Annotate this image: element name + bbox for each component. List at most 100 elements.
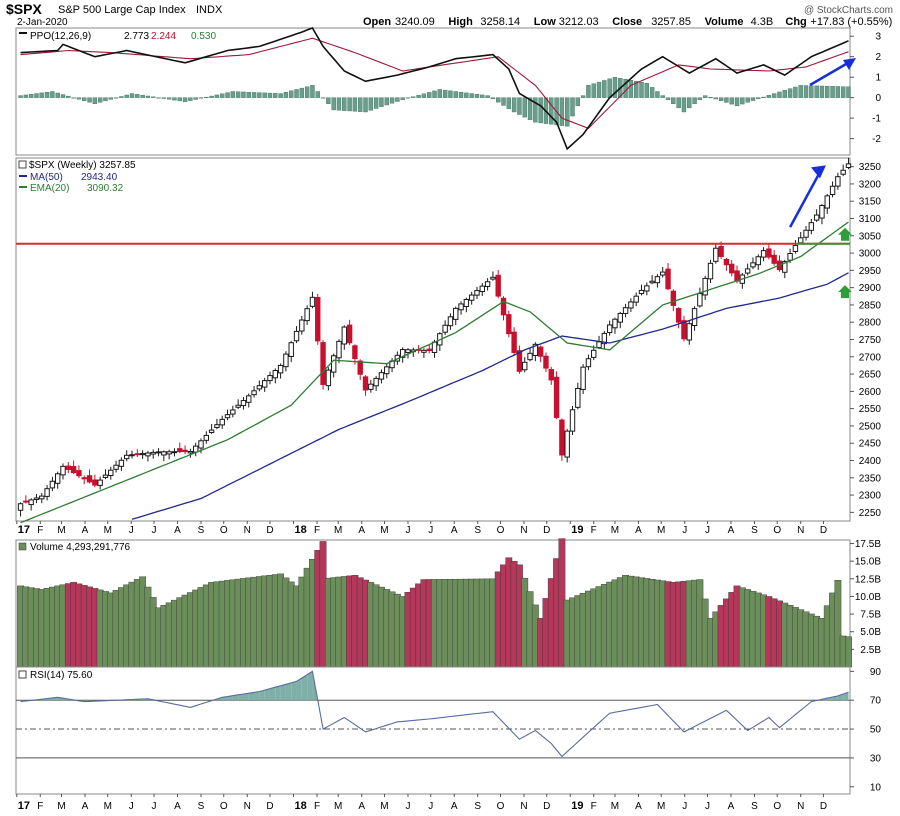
ppo-histogram-bar: [655, 92, 659, 98]
ppo-histogram-bar: [640, 82, 644, 97]
candle-body: [151, 452, 155, 454]
x-tick-label: F: [591, 525, 597, 536]
candle-body: [98, 480, 102, 485]
candle-body: [34, 498, 38, 500]
candle-body: [661, 272, 665, 275]
candle-body: [353, 346, 357, 359]
y-tick-label: 17.5B: [855, 539, 881, 550]
x-tick-label: F: [314, 801, 320, 811]
candle-body: [698, 294, 702, 306]
ppo-histogram-bar: [661, 96, 665, 98]
ppo-histogram-bar: [188, 98, 192, 101]
ppo-histogram-bar: [427, 92, 431, 97]
x-tick-label: J: [151, 801, 156, 811]
candle-body: [289, 343, 293, 357]
x-tick-label: S: [474, 525, 481, 536]
quote-value-open: 3240.09: [395, 16, 435, 28]
candle-body: [82, 478, 86, 479]
candle-body: [199, 441, 203, 448]
candle-body: [358, 361, 362, 374]
x-tick-label: O: [220, 801, 228, 811]
candle-body: [730, 264, 734, 273]
x-tick-label: A: [728, 525, 735, 536]
candle-body: [623, 308, 627, 314]
ppo-histogram-bar: [597, 82, 601, 98]
candle-body: [682, 321, 686, 339]
x-tick-label: N: [520, 801, 527, 811]
candle-body: [666, 269, 670, 289]
ppo-histogram-bar: [714, 98, 718, 99]
ppo-histogram-bar: [762, 97, 766, 98]
candle-body: [761, 251, 765, 257]
candle-body: [305, 309, 309, 321]
ppo-histogram-bar: [103, 98, 107, 101]
x-tick-label: 17: [18, 524, 30, 536]
ppo-histogram-bar: [337, 98, 341, 111]
candle-body: [342, 327, 346, 344]
ppo-histogram-bar: [454, 92, 458, 98]
x-tick-label: M: [380, 801, 388, 811]
ppo-histogram-bar: [353, 98, 357, 112]
ppo-histogram-bar: [146, 96, 150, 98]
ppo-histogram-bar: [836, 86, 840, 97]
candle-body: [374, 378, 378, 385]
ppo-histogram-bar: [523, 98, 527, 117]
candle-body: [570, 410, 574, 431]
ppo-histogram-bar: [602, 80, 606, 97]
candle-body: [385, 367, 389, 374]
ppo-histogram-bar: [241, 92, 245, 98]
ppo-histogram-bar: [204, 97, 208, 98]
ppo-histogram-bar: [459, 92, 463, 97]
ppo-histogram-bar: [77, 98, 81, 100]
volume-bar: [845, 637, 851, 667]
candle-body: [459, 304, 463, 310]
y-tick-label: 3200: [859, 179, 882, 190]
ppo-histogram-bar: [809, 86, 813, 98]
x-tick-label: O: [497, 525, 505, 536]
y-tick-label: 70: [870, 696, 882, 707]
ppo-histogram-bar: [746, 98, 750, 103]
candle-body: [745, 269, 749, 273]
candle-body: [507, 315, 511, 334]
x-tick-label: M: [334, 801, 342, 811]
quote-label-low: Low: [534, 16, 556, 28]
ppo-histogram-value: 0.530: [191, 31, 216, 42]
candle-body: [629, 302, 633, 308]
candle-body: [820, 205, 824, 218]
ma50-swatch: [19, 175, 27, 177]
x-tick-label: J: [682, 525, 687, 536]
ppo-histogram-bar: [348, 98, 352, 111]
ppo-signal-value: 2.244: [151, 31, 176, 42]
y-tick-label: 2350: [859, 473, 882, 484]
y-tick-label: 2850: [859, 300, 882, 311]
candle-body: [337, 341, 341, 357]
ppo-histogram-bar: [279, 94, 283, 98]
x-tick-label: J: [705, 525, 710, 536]
quote-value-chg: +17.83 (+0.55%): [810, 16, 892, 28]
ppo-histogram-bar: [98, 98, 102, 103]
quote-value-high: 3258.14: [480, 16, 520, 28]
x-tick-label: J: [428, 525, 433, 536]
ppo-histogram-bar: [395, 98, 399, 102]
candle-body: [841, 170, 845, 174]
ppo-histogram-bar: [703, 96, 707, 98]
price-title: $SPX (Weekly) 3257.85: [29, 160, 136, 171]
candle-body: [639, 290, 643, 293]
y-tick-label: 2.5B: [860, 645, 881, 656]
rsi-overbought-fill: [286, 683, 291, 700]
ppo-histogram-bar: [236, 92, 240, 98]
ppo-histogram-bar: [93, 98, 97, 104]
x-tick-label: A: [635, 801, 642, 811]
candle-body: [300, 320, 304, 331]
candle-body: [485, 282, 489, 287]
exchange-label: INDX: [196, 4, 223, 16]
x-tick-label: J: [705, 801, 710, 811]
ppo-histogram-bar: [231, 92, 235, 98]
candle-body: [178, 449, 182, 452]
x-tick-label: 18: [294, 800, 306, 811]
x-tick-label: A: [82, 525, 89, 536]
candle-body: [316, 297, 320, 340]
x-tick-label: O: [773, 525, 781, 536]
